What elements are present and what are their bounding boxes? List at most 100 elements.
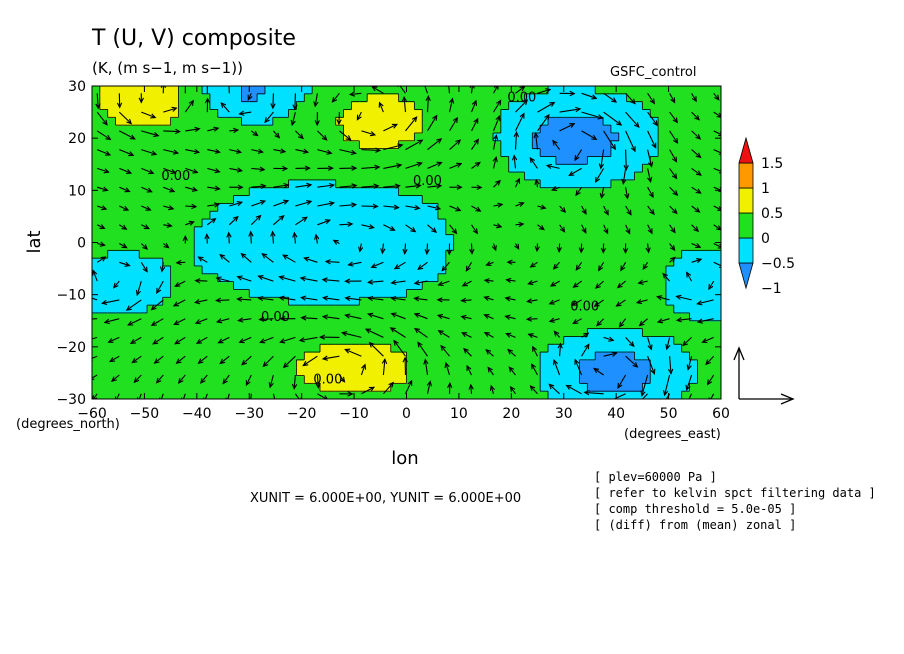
field-cell (485, 187, 494, 197)
field-cell (186, 391, 195, 399)
field-cell (304, 359, 313, 369)
field-cell (131, 93, 140, 103)
field-cell (249, 86, 258, 95)
wind-vector (361, 386, 375, 395)
wind-vector (619, 318, 627, 328)
field-cell (492, 187, 502, 197)
wind-vector (669, 168, 678, 179)
field-cell (147, 336, 156, 345)
field-cell (390, 242, 400, 251)
field-cell (548, 344, 557, 353)
field-cell (587, 117, 596, 126)
field-cell (540, 297, 549, 306)
field-cell (115, 148, 125, 158)
wind-vector (119, 130, 136, 140)
field-cell (241, 242, 250, 251)
wind-vector-head (647, 228, 653, 235)
field-cell (194, 219, 203, 228)
field-cell (579, 117, 588, 126)
wind-vector (427, 185, 442, 188)
field-cell (186, 140, 195, 150)
field-cell (453, 242, 463, 251)
field-cell (107, 156, 117, 165)
field-cell (697, 140, 706, 150)
field-cell (422, 219, 431, 228)
field-cell (288, 179, 298, 189)
wind-vector (574, 359, 583, 376)
field-cell (375, 109, 384, 118)
field-cell (225, 86, 235, 95)
field-cell (430, 140, 439, 150)
wind-vector-head (594, 283, 601, 289)
wind-vector (575, 261, 583, 271)
field-cell (516, 101, 526, 111)
wind-vector-head (650, 368, 656, 376)
field-cell (359, 203, 368, 212)
field-cell (272, 140, 282, 150)
field-cell (603, 328, 612, 337)
field-cell (123, 258, 132, 267)
wind-vector (603, 352, 617, 357)
wind-vector-head (172, 301, 180, 307)
field-cell (123, 281, 132, 291)
wind-vector (301, 296, 318, 301)
field-cell (272, 305, 282, 314)
field-cell (508, 344, 518, 353)
wind-vector-head (142, 266, 148, 273)
field-cell (595, 86, 604, 95)
wind-vector-head (367, 279, 374, 285)
field-cell (123, 203, 132, 212)
field-cell (665, 101, 675, 111)
field-cell (414, 179, 423, 189)
wind-vector-head (626, 209, 632, 216)
field-cell (225, 281, 235, 291)
field-cell (398, 156, 408, 165)
field-cell (563, 391, 573, 399)
field-cell (249, 265, 258, 275)
field-cell (500, 297, 510, 306)
field-cell (107, 234, 117, 244)
field-cell (241, 195, 250, 204)
field-cell (320, 328, 329, 337)
field-cell (312, 391, 321, 399)
field-cell (532, 242, 541, 251)
wind-vector (119, 224, 127, 230)
field-cell (430, 273, 439, 283)
wind-vector (348, 261, 362, 266)
field-cell (587, 164, 596, 173)
field-cell (532, 164, 541, 173)
field-cell (241, 219, 250, 228)
field-cell (540, 344, 549, 353)
wind-vector (207, 186, 220, 190)
field-cell (288, 140, 298, 150)
field-cell (618, 125, 628, 134)
field-cell (658, 187, 667, 197)
field-cell (650, 281, 659, 291)
wind-vector-head (431, 227, 438, 234)
field-cell (610, 391, 620, 399)
field-cell (469, 86, 478, 95)
field-cell (532, 312, 541, 322)
field-cell (225, 297, 235, 306)
field-cell (437, 383, 447, 392)
wind-vector (261, 253, 274, 263)
field-cell (257, 187, 266, 197)
field-cell (217, 125, 227, 134)
field-cell (178, 352, 187, 361)
wind-vector-head (375, 147, 382, 153)
field-cell (508, 93, 518, 103)
field-cell (422, 242, 431, 251)
field-cell (422, 391, 431, 399)
colorbar-segment (738, 212, 754, 239)
field-cell (595, 375, 604, 384)
field-cell (304, 336, 313, 345)
field-cell (713, 305, 721, 314)
field-cell (548, 250, 557, 259)
field-cell (406, 93, 415, 103)
field-cell (453, 359, 463, 369)
field-cell (92, 203, 101, 212)
field-cell (469, 305, 478, 314)
field-cell (327, 336, 337, 345)
field-cell (563, 234, 573, 244)
field-cell (280, 86, 290, 95)
